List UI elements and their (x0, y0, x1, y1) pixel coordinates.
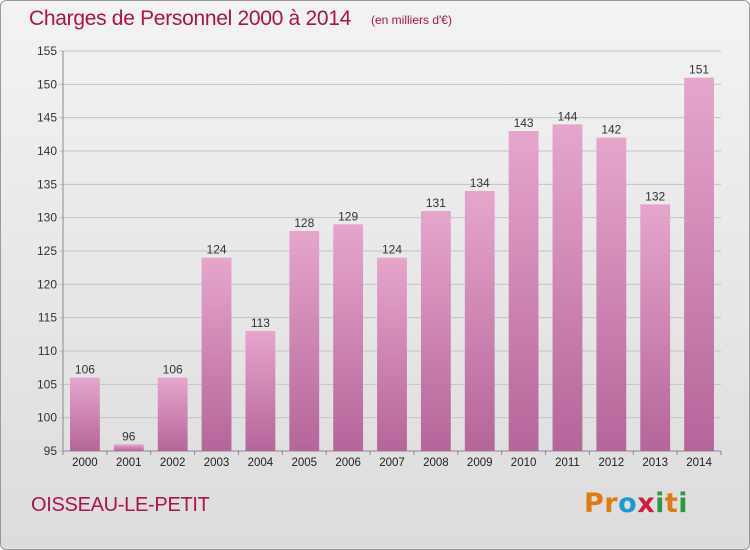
x-tick-label: 2006 (335, 457, 361, 469)
bar (377, 257, 407, 451)
bar-value-label: 128 (294, 216, 314, 230)
bar-value-label: 142 (601, 123, 621, 137)
x-tick-label: 2001 (116, 457, 142, 469)
bar (684, 77, 714, 452)
x-tick-label: 2002 (160, 457, 186, 469)
y-tick-label: 145 (37, 111, 57, 125)
bar (333, 224, 364, 451)
bar (420, 211, 451, 451)
logo-letter: P (584, 488, 605, 519)
y-tick-label: 125 (37, 244, 57, 258)
bar (508, 131, 539, 451)
bar-value-label: 132 (645, 189, 665, 203)
y-tick-label: 95 (44, 444, 58, 458)
x-tick-label: 2009 (467, 457, 493, 469)
x-tick-label: 2013 (642, 457, 668, 469)
x-tick-label: 2004 (248, 457, 274, 469)
logo-letter: t (664, 488, 679, 519)
bar-value-label: 106 (163, 363, 183, 377)
proxiti-logo: Proxiti (584, 488, 688, 519)
y-tick-label: 130 (37, 211, 57, 225)
bar (70, 377, 100, 451)
bar (289, 231, 320, 451)
bar-value-label: 124 (382, 243, 402, 257)
bar (113, 444, 144, 451)
bar (640, 204, 671, 451)
chart-title: Charges de Personnel 2000 à 2014 (29, 7, 351, 30)
bar-value-label: 144 (557, 109, 577, 123)
bar (201, 257, 232, 451)
x-tick-label: 2008 (423, 457, 449, 469)
logo-letter: o (618, 488, 638, 519)
x-tick-label: 2000 (72, 457, 98, 469)
bar-value-label: 131 (426, 196, 446, 210)
y-tick-label: 140 (37, 144, 57, 158)
x-tick-label: 2014 (686, 457, 712, 469)
bar-value-label: 124 (207, 243, 227, 257)
logo-letter: x (637, 488, 656, 519)
bar-value-label: 143 (514, 116, 534, 130)
bar-value-label: 96 (122, 429, 136, 443)
x-tick-label: 2003 (204, 457, 230, 469)
commune-name: OISSEAU-LE-PETIT (31, 494, 210, 516)
y-tick-label: 115 (38, 311, 57, 325)
y-tick-label: 120 (37, 277, 57, 291)
bar (552, 124, 583, 451)
logo-letter: i (655, 488, 665, 519)
bar-value-label: 134 (470, 176, 490, 190)
bar-value-label: 113 (251, 316, 270, 330)
bar (464, 191, 495, 451)
logo-letter: r (604, 488, 619, 519)
bar-value-label: 151 (689, 63, 709, 77)
y-tick-label: 155 (37, 44, 57, 58)
bar (157, 377, 188, 451)
x-tick-label: 2007 (379, 457, 405, 469)
x-tick-label: 2005 (291, 457, 317, 469)
y-tick-label: 135 (37, 177, 57, 191)
x-tick-label: 2010 (511, 457, 537, 469)
bar (245, 331, 276, 451)
x-tick-label: 2011 (555, 457, 580, 469)
logo-letter: i (678, 488, 689, 519)
x-tick-label: 2012 (599, 457, 625, 469)
y-tick-label: 100 (37, 411, 57, 425)
y-tick-label: 150 (37, 77, 57, 91)
bar-value-label: 106 (75, 363, 95, 377)
y-tick-label: 105 (37, 377, 57, 391)
bar-value-label: 129 (338, 209, 358, 223)
bar (596, 137, 627, 451)
y-tick-label: 110 (38, 344, 57, 358)
unit-note: (en milliers d'€) (371, 13, 452, 27)
